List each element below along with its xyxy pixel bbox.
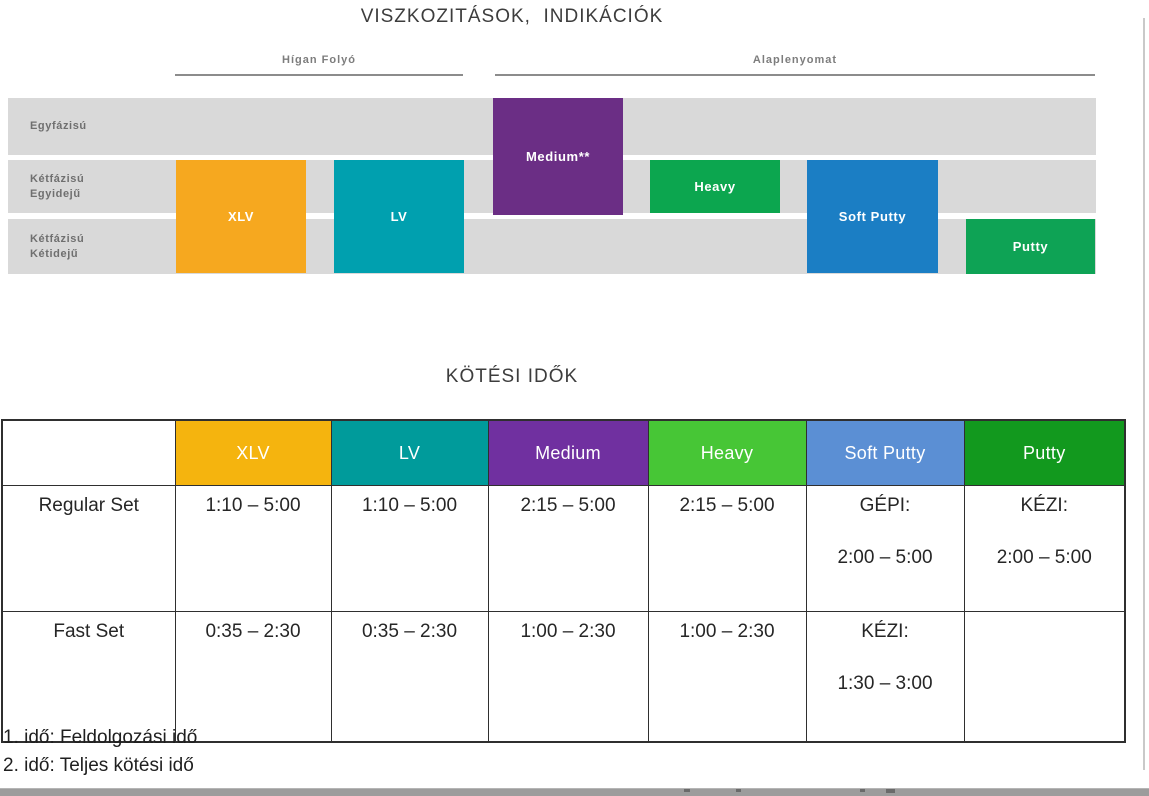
viscosity-block-putty: Putty [966, 219, 1095, 274]
table-cell: 0:35 – 2:30 [330, 611, 489, 743]
chart-row-label: Kétfázisú Kétidejű [30, 232, 85, 260]
table-header-row: XLV LV Medium Heavy Soft Putty Putty [1, 419, 1126, 486]
footnote-1: 1. idő: Feldolgozási idő [3, 727, 198, 748]
cutoff-text-fragment [684, 789, 690, 792]
row-label: Fast Set [1, 611, 176, 743]
cutoff-text-fragment [886, 789, 895, 793]
table-cell: 2:15 – 5:00 [647, 485, 807, 612]
cutoff-text-fragment [736, 789, 741, 792]
section-title: KÖTÉSI IDŐK [445, 366, 579, 387]
table-header-medium: Medium [487, 419, 649, 486]
table-cell: 1:10 – 5:00 [330, 485, 489, 612]
chart-row-label: Kétfázisú Egyidejű [30, 172, 85, 200]
table-cell: KÉZI: 2:00 – 5:00 [963, 485, 1126, 612]
table-cell: 1:10 – 5:00 [174, 485, 332, 612]
row-label: Regular Set [1, 485, 176, 612]
viscosity-block-heavy: Heavy [650, 160, 780, 213]
viscosity-block-lv: LV [334, 160, 464, 273]
table-header-blank [1, 419, 176, 486]
table-header-soft-putty: Soft Putty [805, 419, 965, 486]
table-cell: KÉZI: 1:30 – 3:00 [805, 611, 965, 743]
table-cell [963, 611, 1126, 743]
group-header-higan-folyo: Hígan Folyó [175, 54, 463, 76]
table-cell: GÉPI: 2:00 – 5:00 [805, 485, 965, 612]
table-cell: 1:00 – 2:30 [487, 611, 649, 743]
page-title: VISZKOZITÁSOK, INDIKÁCIÓK [360, 6, 664, 27]
table-row-fast-set: Fast Set 0:35 – 2:30 0:35 – 2:30 1:00 – … [1, 611, 1126, 743]
table-header-lv: LV [330, 419, 489, 486]
viscosity-block-xlv: XLV [176, 160, 306, 273]
cutoff-content-bar [0, 788, 1149, 796]
table-header-heavy: Heavy [647, 419, 807, 486]
group-header-label: Hígan Folyó [282, 54, 356, 66]
page-edge-divider [1143, 18, 1145, 770]
group-header-label: Alaplenyomat [752, 54, 838, 66]
chart-row-label: Egyfázisú [30, 120, 87, 132]
footnote-2: 2. idő: Teljes kötési idő [3, 755, 194, 776]
setting-times-table: XLV LV Medium Heavy Soft Putty Putty Reg… [1, 419, 1126, 743]
table-header-xlv: XLV [174, 419, 332, 486]
group-header-alaplenyomat: Alaplenyomat [495, 54, 1095, 76]
table-cell: 0:35 – 2:30 [174, 611, 332, 743]
table-row-regular-set: Regular Set 1:10 – 5:00 1:10 – 5:00 2:15… [1, 485, 1126, 612]
viscosity-block-soft-putty: Soft Putty [807, 160, 938, 273]
viscosity-block-medium: Medium** [493, 98, 623, 215]
cutoff-text-fragment [860, 789, 865, 792]
table-cell: 2:15 – 5:00 [487, 485, 649, 612]
table-cell: 1:00 – 2:30 [647, 611, 807, 743]
table-header-putty: Putty [963, 419, 1126, 486]
